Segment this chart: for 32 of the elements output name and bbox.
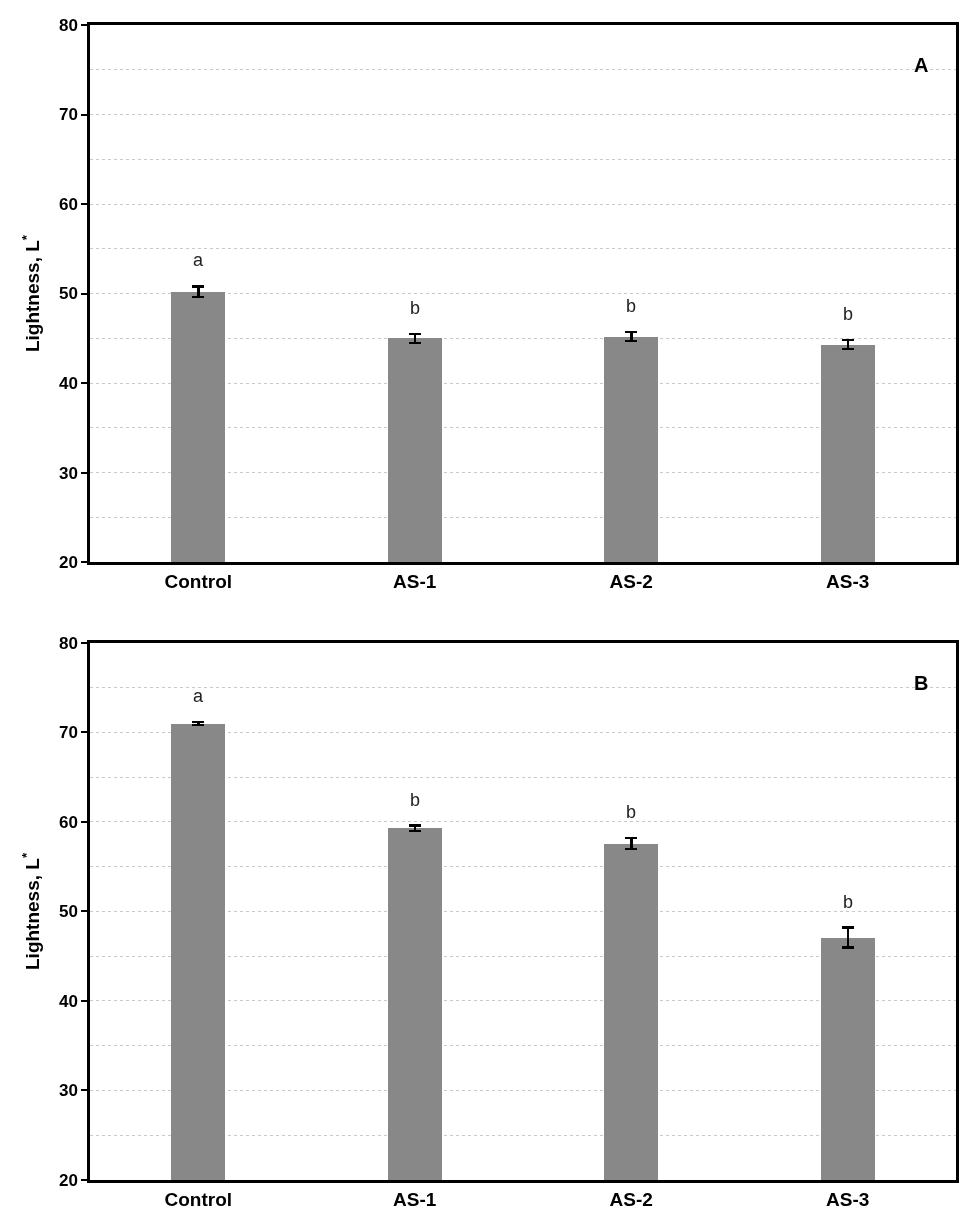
x-tick-label: AS-3 bbox=[826, 570, 870, 592]
y-tick-label: 40 bbox=[58, 991, 78, 1011]
y-tick-label: 70 bbox=[58, 723, 78, 743]
y-tick-label: 50 bbox=[58, 902, 78, 922]
y-tick-label: 80 bbox=[58, 633, 78, 653]
y-tick-label: 70 bbox=[58, 105, 78, 125]
y-tick-label: 30 bbox=[58, 463, 78, 483]
annotation: a bbox=[193, 250, 204, 270]
x-tick-label: AS-1 bbox=[393, 570, 437, 592]
annotation: b bbox=[410, 790, 421, 810]
annotation: b bbox=[843, 892, 854, 912]
y-tick-label: 20 bbox=[58, 553, 78, 573]
annotation: b bbox=[410, 298, 421, 318]
annotation: B bbox=[914, 672, 929, 694]
annotation: A bbox=[914, 54, 929, 76]
annotation: b bbox=[843, 304, 854, 324]
x-tick-label: AS-2 bbox=[609, 1188, 653, 1210]
x-tick-label: AS-1 bbox=[393, 1188, 437, 1210]
annotation: a bbox=[193, 686, 204, 706]
x-tick-label: Control bbox=[164, 1188, 233, 1210]
y-tick-label: 50 bbox=[58, 284, 78, 304]
y-tick-label: 60 bbox=[58, 194, 78, 214]
annotation: b bbox=[626, 802, 637, 822]
annotation: b bbox=[626, 296, 637, 316]
x-tick-label: Control bbox=[164, 570, 233, 592]
y-tick-label: 30 bbox=[58, 1081, 78, 1101]
y-tick-label: 60 bbox=[58, 812, 78, 832]
y-tick-label: 40 bbox=[58, 374, 78, 393]
x-tick-label: AS-2 bbox=[609, 570, 653, 592]
x-tick-label: AS-3 bbox=[826, 1188, 870, 1210]
y-tick-label: 80 bbox=[58, 15, 78, 35]
y-tick-label: 20 bbox=[58, 1170, 78, 1190]
